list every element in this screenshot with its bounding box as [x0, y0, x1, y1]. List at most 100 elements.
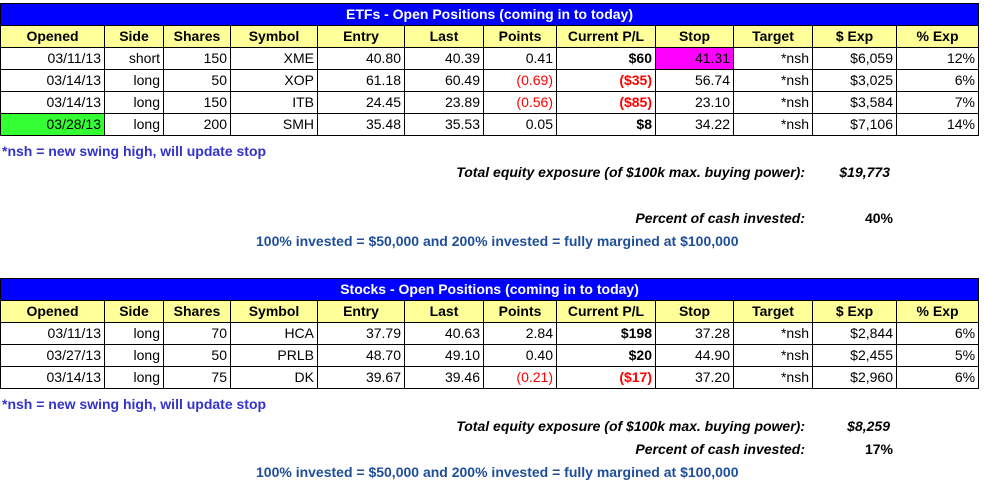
stop-cell: 56.74	[655, 69, 734, 92]
stocks-total-exposure-label: Total equity exposure (of $100k max. buy…	[456, 418, 805, 434]
symbol-cell: SMH	[230, 113, 318, 136]
exp-cell: $7,106	[812, 113, 897, 136]
entry-cell: 40.80	[317, 47, 405, 70]
col-header: Target	[733, 300, 813, 323]
col-header: Last	[404, 300, 484, 323]
last-cell: 23.89	[404, 91, 484, 114]
stop-cell: 37.28	[655, 322, 734, 345]
exp-cell: $3,025	[812, 69, 897, 92]
entry-cell: 39.67	[317, 366, 405, 389]
col-header: Entry	[317, 300, 405, 323]
table-row: 03/27/13 long 50 PRLB 48.70 49.10 0.40 $…	[0, 344, 980, 367]
target-cell: *nsh	[733, 91, 813, 114]
col-header: % Exp	[896, 25, 979, 48]
target-cell: *nsh	[733, 366, 813, 389]
col-header: Last	[404, 25, 484, 48]
opened-cell: 03/14/13	[0, 69, 105, 92]
col-header: Points	[483, 25, 557, 48]
target-cell: *nsh	[733, 344, 813, 367]
pct-exp-cell: 14%	[896, 113, 979, 136]
col-header: % Exp	[895, 300, 980, 323]
etf-table: ETFs - Open Positions (coming in to toda…	[0, 3, 979, 136]
stocks-table: Stocks - Open Positions (coming in to to…	[0, 278, 980, 389]
stocks-total-exposure-value: $8,259	[847, 418, 890, 434]
stocks-table-title: Stocks - Open Positions (coming in to to…	[0, 278, 980, 301]
entry-cell: 24.45	[317, 91, 405, 114]
col-header: Shares	[163, 25, 231, 48]
target-cell: *nsh	[733, 322, 813, 345]
side-cell: long	[104, 91, 164, 114]
shares-cell: 70	[163, 322, 231, 345]
side-cell: long	[104, 344, 164, 367]
pct-exp-cell: 6%	[895, 366, 980, 389]
shares-cell: 200	[163, 113, 231, 136]
stop-cell: 44.90	[655, 344, 734, 367]
opened-cell: 03/11/13	[0, 322, 105, 345]
side-cell: long	[104, 366, 164, 389]
points-cell: 0.41	[483, 47, 557, 70]
table-row: 03/28/13 long 200 SMH 35.48 35.53 0.05 $…	[0, 113, 979, 136]
side-cell: long	[104, 113, 164, 136]
table-row: 03/11/13 short 150 XME 40.80 40.39 0.41 …	[0, 47, 979, 70]
col-header: Stop	[655, 300, 734, 323]
table-row: 03/14/13 long 150 ITB 24.45 23.89 (0.56)…	[0, 91, 979, 114]
stop-cell: 37.20	[655, 366, 734, 389]
exp-cell: $3,584	[812, 91, 897, 114]
entry-cell: 37.79	[317, 322, 405, 345]
col-header: Opened	[0, 300, 105, 323]
etf-total-exposure-label: Total equity exposure (of $100k max. buy…	[456, 164, 805, 180]
symbol-cell: XOP	[230, 69, 318, 92]
opened-cell: 03/14/13	[0, 91, 105, 114]
col-header: $ Exp	[812, 300, 897, 323]
stop-cell: 34.22	[655, 113, 734, 136]
stocks-percent-invested-label: Percent of cash invested:	[635, 441, 805, 457]
opened-cell: 03/28/13	[0, 113, 105, 136]
opened-cell: 03/14/13	[0, 366, 105, 389]
pl-cell: ($35)	[556, 69, 656, 92]
col-header: Entry	[317, 25, 405, 48]
points-cell: (0.56)	[483, 91, 557, 114]
pl-cell: ($85)	[556, 91, 656, 114]
etf-header-row: Opened Side Shares Symbol Entry Last Poi…	[0, 25, 979, 48]
points-cell: 2.84	[483, 322, 557, 345]
table-row: 03/14/13 long 50 XOP 61.18 60.49 (0.69) …	[0, 69, 979, 92]
points-cell: (0.69)	[483, 69, 557, 92]
col-header: Current P/L	[556, 300, 656, 323]
etf-nsh-note: *nsh = new swing high, will update stop	[2, 143, 267, 159]
etf-table-title: ETFs - Open Positions (coming in to toda…	[0, 3, 979, 26]
points-cell: 0.05	[483, 113, 557, 136]
pct-exp-cell: 6%	[896, 69, 979, 92]
etf-percent-invested-label: Percent of cash invested:	[635, 210, 805, 226]
stocks-header-row: Opened Side Shares Symbol Entry Last Poi…	[0, 300, 980, 323]
shares-cell: 50	[163, 69, 231, 92]
entry-cell: 61.18	[317, 69, 405, 92]
stocks-percent-invested-value: 17%	[864, 441, 893, 457]
last-cell: 40.63	[404, 322, 484, 345]
entry-cell: 35.48	[317, 113, 405, 136]
shares-cell: 50	[163, 344, 231, 367]
last-cell: 60.49	[404, 69, 484, 92]
etf-percent-invested-value: 40%	[864, 210, 893, 226]
last-cell: 39.46	[404, 366, 484, 389]
opened-cell: 03/27/13	[0, 344, 105, 367]
pct-exp-cell: 12%	[896, 47, 979, 70]
side-cell: short	[104, 47, 164, 70]
col-header: Symbol	[230, 300, 318, 323]
side-cell: long	[104, 69, 164, 92]
stop-cell: 41.31	[655, 47, 734, 70]
stop-cell: 23.10	[655, 91, 734, 114]
points-cell: (0.21)	[483, 366, 557, 389]
shares-cell: 150	[163, 47, 231, 70]
pl-cell: $60	[556, 47, 656, 70]
table-row: 03/11/13 long 70 HCA 37.79 40.63 2.84 $1…	[0, 322, 980, 345]
exp-cell: $2,844	[812, 322, 897, 345]
table-row: 03/14/13 long 75 DK 39.67 39.46 (0.21) (…	[0, 366, 980, 389]
pct-exp-cell: 6%	[895, 322, 980, 345]
target-cell: *nsh	[733, 47, 813, 70]
col-header: Side	[104, 25, 164, 48]
pct-exp-cell: 7%	[896, 91, 979, 114]
last-cell: 35.53	[404, 113, 484, 136]
col-header: Stop	[655, 25, 734, 48]
points-cell: 0.40	[483, 344, 557, 367]
col-header: Shares	[163, 300, 231, 323]
